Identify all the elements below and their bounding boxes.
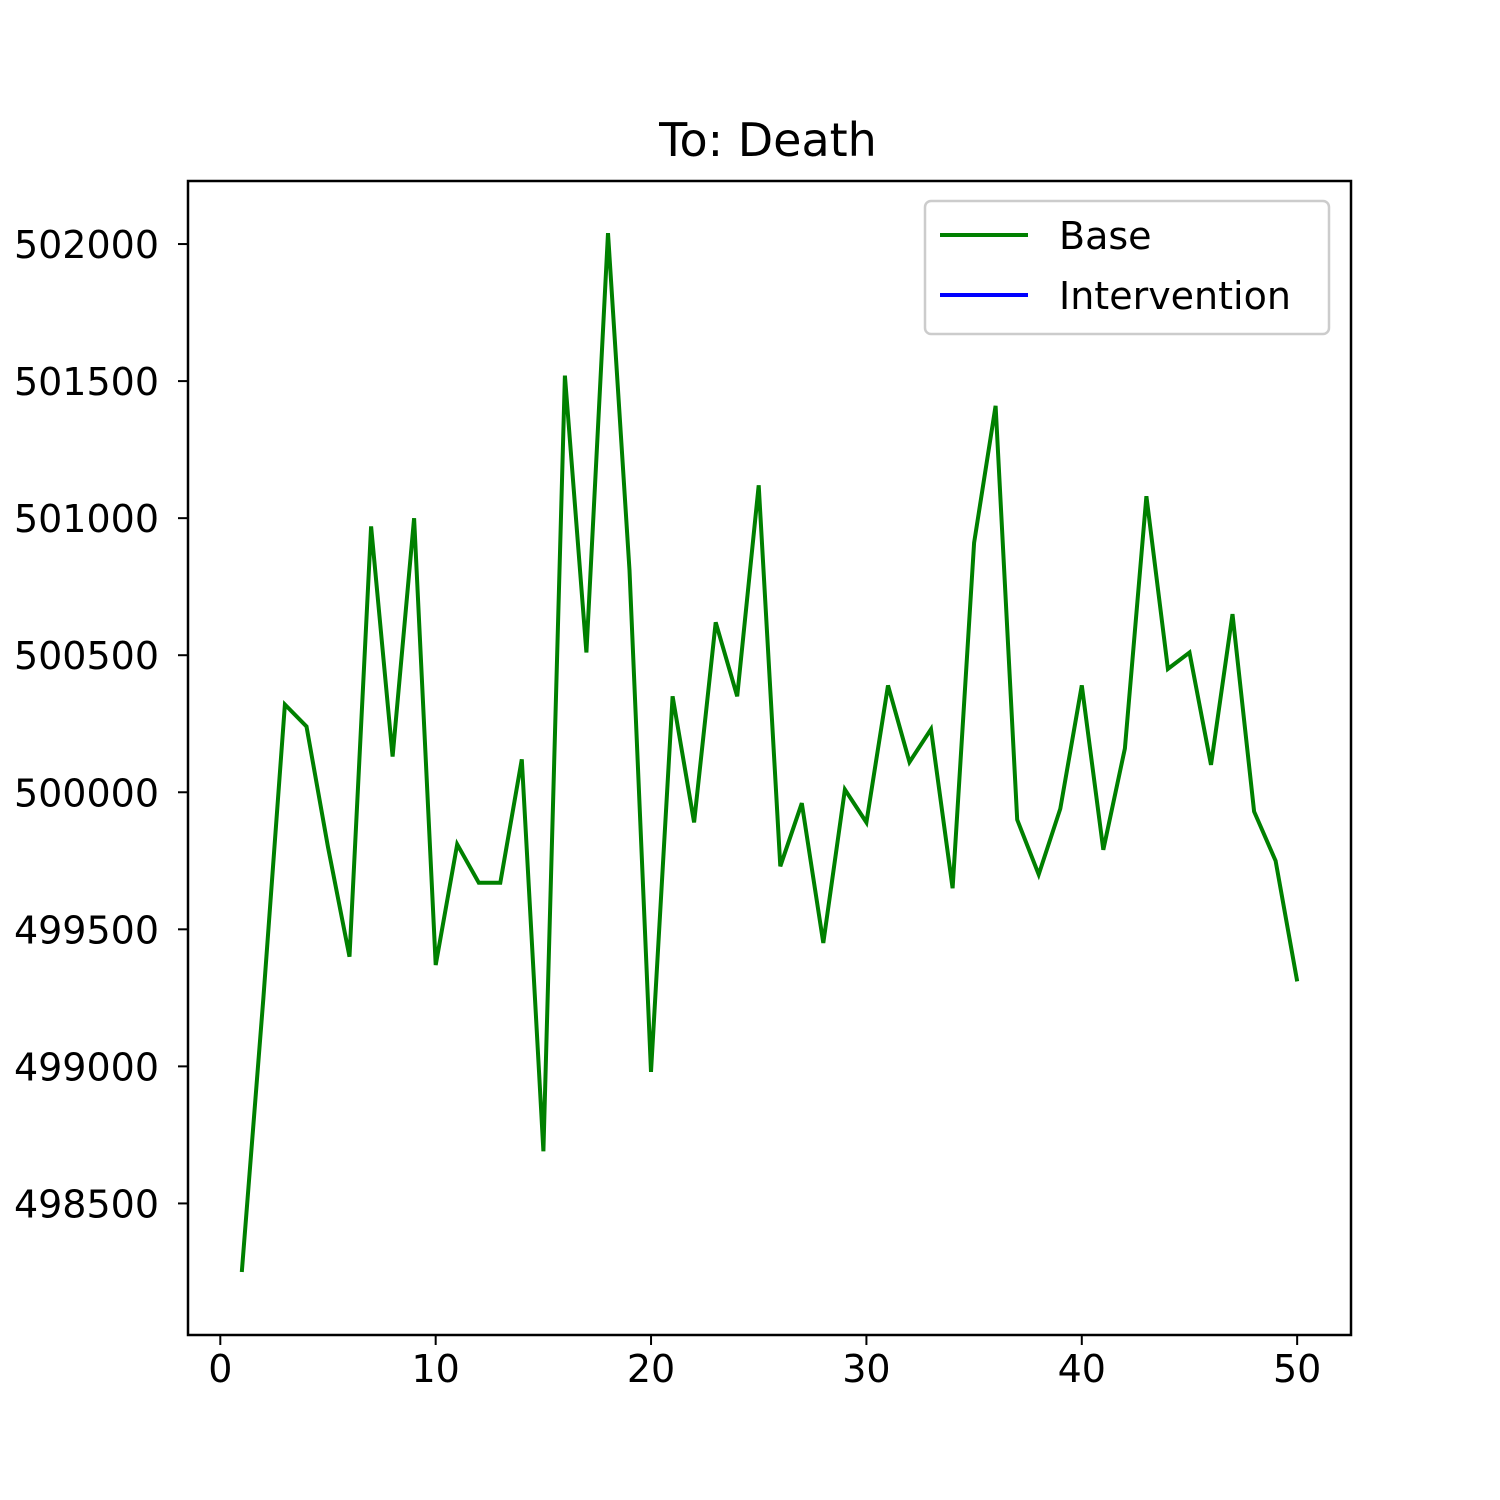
chart-title: To: Death <box>658 113 877 167</box>
y-tick-label: 500500 <box>14 634 159 678</box>
y-axis: 498500 499000 499500 500000 500500 501000 5015… <box>14 223 188 1226</box>
series-line-base <box>239 232 1300 1273</box>
y-tick-label: 501500 <box>14 360 159 404</box>
y-tick-label: 499000 <box>14 1045 159 1089</box>
legend: Base Intervention <box>923 199 1331 336</box>
legend-label-intervention: Intervention <box>1059 274 1291 318</box>
x-tick-label: 10 <box>411 1347 459 1391</box>
plot-frame <box>186 179 1353 1337</box>
y-tick-label: 498500 <box>14 1182 159 1226</box>
legend-label-base: Base <box>1059 214 1152 258</box>
y-tick-label: 499500 <box>14 908 159 952</box>
x-tick-label: 30 <box>842 1347 890 1391</box>
x-tick-label: 20 <box>627 1347 675 1391</box>
x-tick-label: 40 <box>1058 1347 1106 1391</box>
y-tick-label: 501000 <box>14 497 159 541</box>
x-tick-label: 50 <box>1273 1347 1321 1391</box>
x-axis: 0 10 20 30 40 50 <box>208 1335 1321 1391</box>
y-tick-label: 502000 <box>14 223 159 267</box>
y-tick-label: 500000 <box>14 771 159 815</box>
plot-area <box>239 232 1300 1273</box>
x-tick-label: 0 <box>208 1347 232 1391</box>
